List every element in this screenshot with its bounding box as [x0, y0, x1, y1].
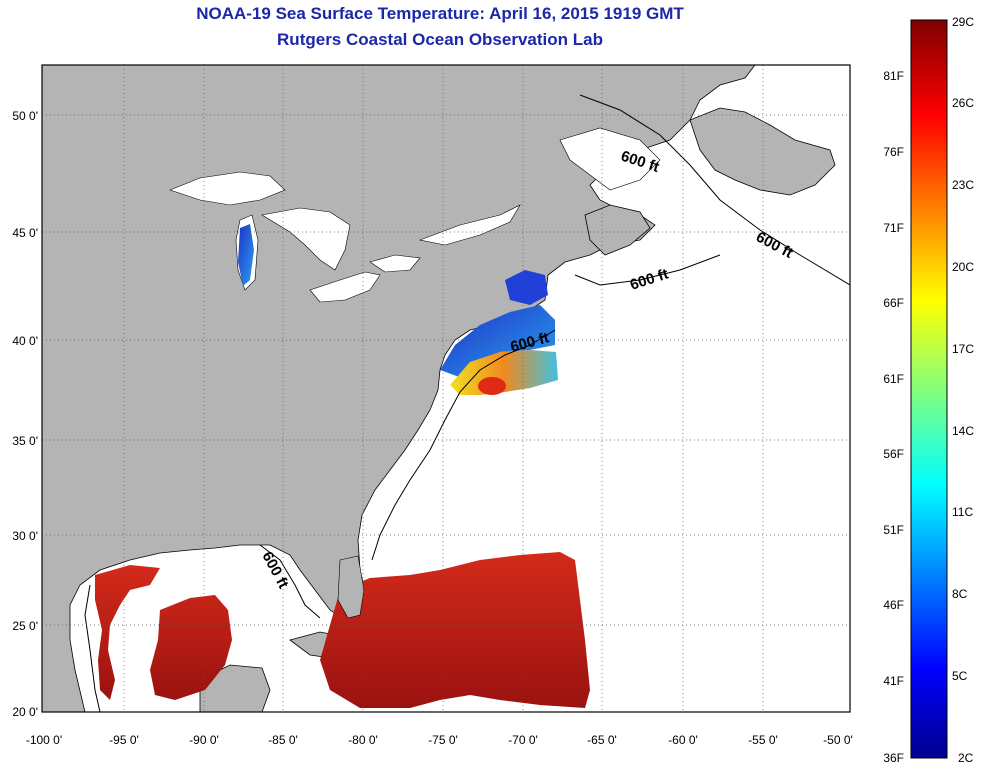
gulf-st-lawrence: [559, 127, 661, 191]
lon-tick-label: -100 0': [26, 733, 62, 747]
land-yucatan: [199, 664, 271, 712]
colorbar-f-label: 66F: [883, 296, 904, 310]
colorbar-f-label: 51F: [883, 523, 904, 537]
lon-tick-label: -65 0': [587, 733, 617, 747]
land-florida: [337, 555, 365, 619]
colorbar-c-label: 11C: [952, 505, 973, 519]
land-nova-scotia: [584, 204, 651, 256]
colorbar-c-label: 5C: [952, 669, 968, 683]
gulf-warm-sst: [95, 565, 232, 700]
gulf-of-maine-sst: [505, 270, 548, 305]
lon-axis: -100 0' -95 0' -90 0' -85 0' -80 0' -75 …: [26, 733, 853, 747]
lon-tick-label: -70 0': [508, 733, 538, 747]
land-newfoundland: [689, 107, 836, 196]
atlantic-warm-sst: [320, 552, 590, 708]
600ft-contour: [84, 94, 850, 712]
lat-tick-label: 45 0': [12, 226, 38, 240]
lon-tick-label: -55 0': [748, 733, 778, 747]
lat-tick-label: 35 0': [12, 434, 38, 448]
lat-tick-label: 25 0': [12, 619, 38, 633]
lat-axis: 50 0' 45 0' 40 0' 35 0' 30 0' 25 0' 20 0…: [12, 109, 38, 719]
colorbar-celsius-labels: 29C 26C 23C 20C 17C 14C 11C 8C 5C 2C: [952, 15, 974, 765]
colorbar-c-label: 29C: [952, 15, 974, 29]
colorbar-c-label: 8C: [952, 587, 968, 601]
land-north-america: [42, 65, 756, 712]
warm-core: [478, 377, 506, 395]
shelf-cold-sst: [440, 305, 555, 378]
map-subtitle: Rutgers Coastal Ocean Observation Lab: [277, 30, 603, 49]
colorbar-f-label: 36F: [883, 751, 904, 765]
colorbar-f-label: 56F: [883, 447, 904, 461]
lat-tick-label: 30 0': [12, 529, 38, 543]
lon-tick-label: -60 0': [668, 733, 698, 747]
colorbar-c-label: 2C: [958, 751, 974, 765]
colorbar-c-label: 17C: [952, 342, 974, 356]
lon-tick-label: -95 0': [109, 733, 139, 747]
lon-tick-label: -75 0': [428, 733, 458, 747]
gulf-stream-sst: [450, 350, 558, 395]
colorbar-c-label: 20C: [952, 260, 974, 274]
lat-tick-label: 20 0': [12, 705, 38, 719]
colorbar-f-label: 71F: [883, 221, 904, 235]
colorbar: [910, 19, 948, 759]
map-grid: [42, 65, 850, 712]
colorbar-c-label: 14C: [952, 424, 974, 438]
map-title: NOAA-19 Sea Surface Temperature: April 1…: [196, 4, 684, 23]
colorbar-f-label: 76F: [883, 145, 904, 159]
great-lakes: [169, 171, 521, 303]
colorbar-f-label: 41F: [883, 674, 904, 688]
lon-tick-label: -80 0': [348, 733, 378, 747]
lon-tick-label: -50 0': [823, 733, 853, 747]
colorbar-fahrenheit-labels: 81F 76F 71F 66F 61F 56F 51F 46F 41F 36F: [883, 69, 904, 765]
colorbar-f-label: 81F: [883, 69, 904, 83]
map-frame: [41, 64, 851, 713]
lat-tick-label: 50 0': [12, 109, 38, 123]
colorbar-f-label: 61F: [883, 372, 904, 386]
colorbar-f-label: 46F: [883, 598, 904, 612]
lake-michigan-sst: [238, 224, 254, 286]
colorbar-c-label: 26C: [952, 96, 974, 110]
lat-tick-label: 40 0': [12, 334, 38, 348]
lon-tick-label: -90 0': [189, 733, 219, 747]
lon-tick-label: -85 0': [268, 733, 298, 747]
colorbar-c-label: 23C: [952, 178, 974, 192]
